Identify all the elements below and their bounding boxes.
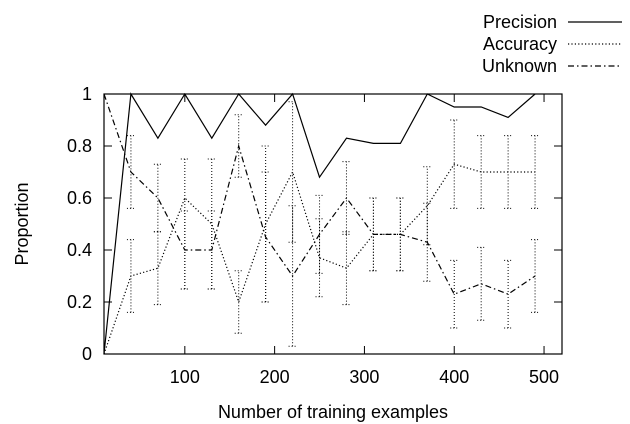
y-axis-title: Proportion	[12, 182, 32, 265]
x-axis-title: Number of training examples	[218, 402, 448, 422]
accuracy-series-line	[103, 163, 536, 355]
y-tick-label: 0.8	[67, 136, 92, 156]
plot-frame	[103, 93, 563, 355]
y-tick-label: 1	[82, 84, 92, 104]
y-tick-label: 0	[82, 344, 92, 364]
axis-ticks	[104, 93, 562, 355]
tick-labels: 0 0.2 0.4 0.6 0.8 1 100 200 300 400 500	[67, 84, 559, 387]
x-tick-label: 200	[260, 367, 290, 387]
y-tick-label: 0.4	[67, 240, 92, 260]
legend-label-unknown: Unknown	[482, 56, 557, 76]
y-tick-label: 0.2	[67, 292, 92, 312]
legend-label-precision: Precision	[483, 12, 557, 32]
x-tick-label: 100	[170, 367, 200, 387]
legend-label-accuracy: Accuracy	[483, 34, 557, 54]
x-tick-label: 500	[529, 367, 559, 387]
x-tick-label: 400	[439, 367, 469, 387]
plot-area	[103, 92, 563, 355]
unknown-series-line	[103, 93, 536, 295]
y-tick-label: 0.6	[67, 188, 92, 208]
x-tick-label: 300	[349, 367, 379, 387]
series-lines	[103, 92, 536, 355]
error-bars	[126, 101, 540, 347]
precision-series-line	[103, 92, 536, 355]
